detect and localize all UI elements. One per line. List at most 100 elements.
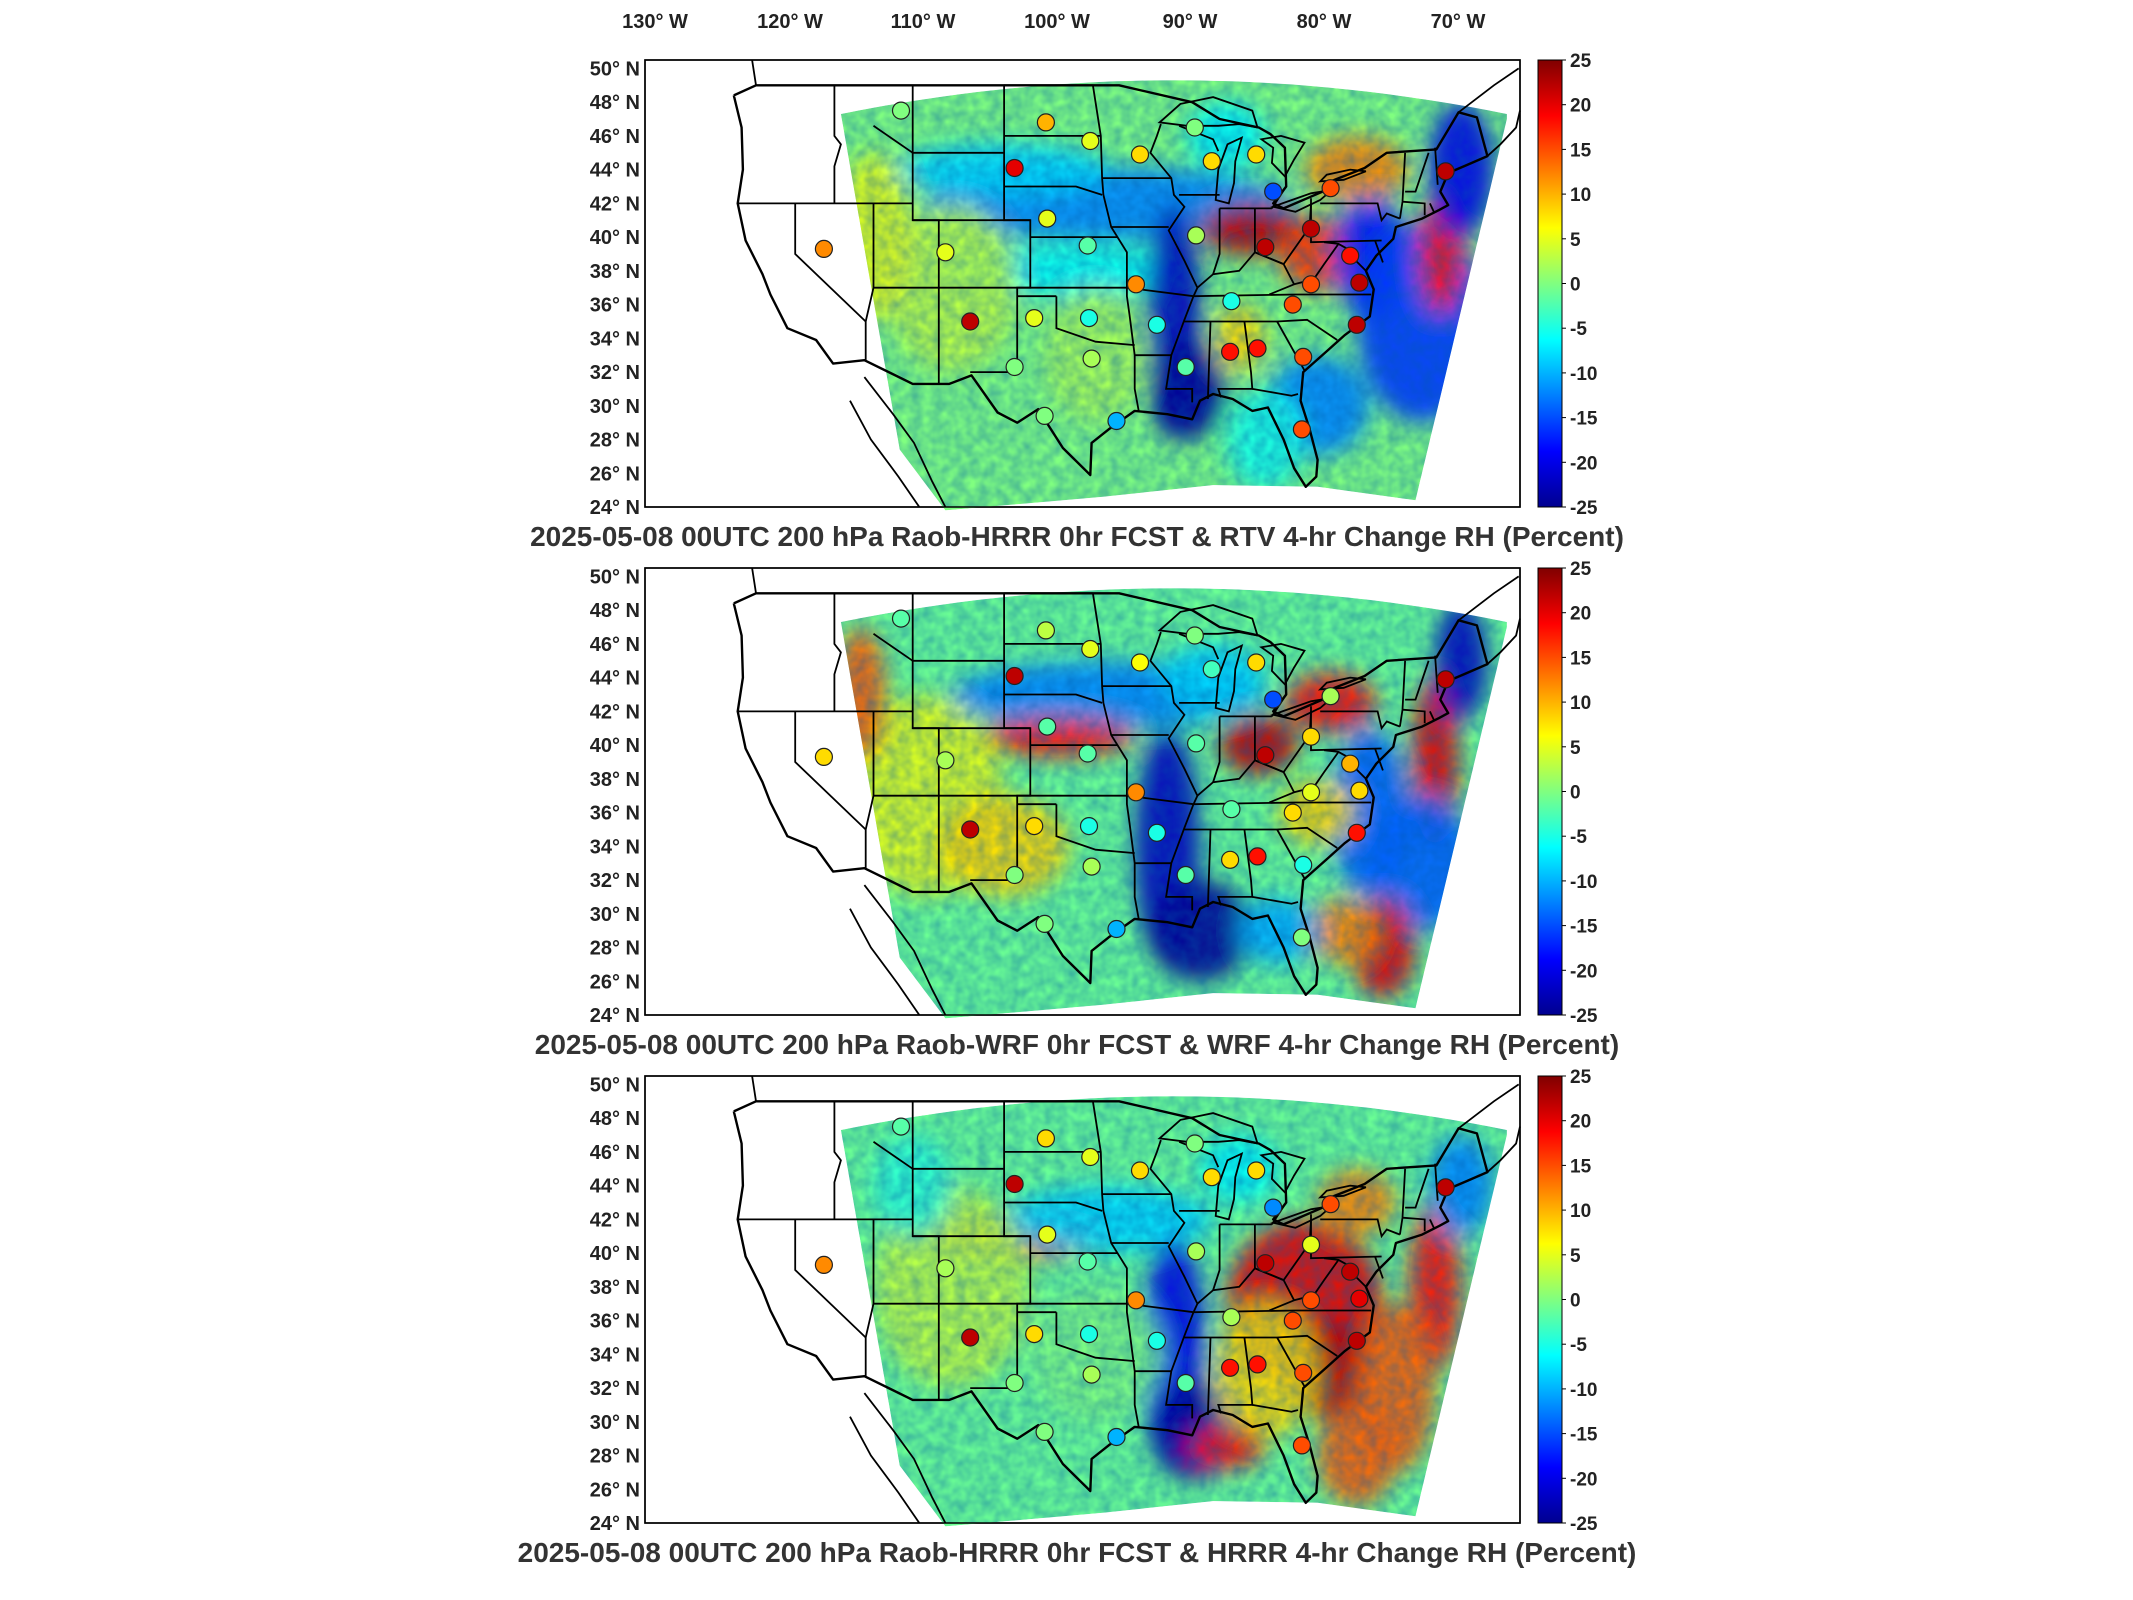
lat-label: 46° N (590, 1142, 640, 1164)
mexico-coastline (863, 1392, 947, 1524)
colorbar-tick-label: 15 (1570, 648, 1592, 669)
great-lake-outline (1317, 168, 1367, 183)
raob-station (1082, 1365, 1101, 1384)
lon-label: 100° W (1024, 11, 1090, 33)
state-line (1149, 1139, 1199, 1419)
raob-station (1036, 621, 1056, 640)
state-line (1055, 804, 1135, 854)
map-panel-3: 50° N 48° N 46° N 44° N 42° N 40° N 38° N 36° N… (518, 1067, 1637, 1568)
canada-coastline (1458, 575, 1520, 622)
colorbar-tick-label: 15 (1570, 1156, 1592, 1177)
lat-label: 34° N (590, 1344, 640, 1366)
lat-label: 42° N (590, 1209, 640, 1231)
raob-station (1038, 717, 1057, 736)
lat-label: 48° N (590, 600, 640, 622)
raob-station (1107, 411, 1126, 431)
state-line (1092, 1101, 1140, 1428)
raob-station (1341, 754, 1360, 773)
colorbar-tick-label: -20 (1570, 961, 1597, 982)
lat-label: 40° N (590, 735, 640, 757)
state-line (833, 85, 842, 204)
colorbar-tick-label: 25 (1570, 1067, 1592, 1088)
colorbar: 25 20 15 10 5 0 -5 -10 -15 -20 -25 (1537, 51, 1598, 519)
raob-station (1292, 1436, 1312, 1455)
lat-label: 44° N (590, 668, 640, 690)
raob-station (1436, 670, 1455, 689)
colorbar-tick-label: 25 (1570, 559, 1592, 580)
raob-station (1248, 847, 1267, 866)
state-line (1252, 388, 1299, 397)
state-line (970, 660, 1032, 881)
state-line (970, 152, 1032, 374)
colorbar-tick-label: -10 (1570, 364, 1597, 385)
raob-station (814, 747, 834, 767)
raob-station (1185, 118, 1204, 137)
state-line (1212, 1224, 1221, 1291)
state-line (1402, 708, 1426, 724)
raob-station (891, 1117, 911, 1136)
state-boundaries (732, 59, 1521, 508)
colorbar-tick-label: 20 (1570, 1112, 1591, 1133)
canada-coastline (1458, 1083, 1520, 1130)
state-line (1004, 185, 1103, 196)
raob-station (1185, 626, 1204, 645)
great-lake-outline (1317, 676, 1367, 691)
lat-label: 50° N (590, 566, 640, 588)
colorbar: 25 20 15 10 5 0 -5 -10 -15 -20 -25 (1537, 559, 1598, 1027)
raob-station (1130, 145, 1150, 164)
lat-label: 28° N (590, 1446, 640, 1468)
raob-station (1126, 1291, 1146, 1310)
raob-station (1126, 275, 1146, 294)
lat-label: 50° N (590, 58, 640, 80)
state-line (1207, 321, 1212, 400)
raob-station (1202, 660, 1221, 679)
colorbar-tick-label: 0 (1570, 783, 1581, 804)
raob-station (936, 751, 955, 770)
raob-station (1038, 209, 1057, 228)
longitude-labels: 130° W 120° W 110° W 100° W 90° W 80° W … (622, 11, 1485, 33)
state-line (872, 125, 1031, 222)
raob-station (1079, 1324, 1099, 1344)
latitude-labels: 50° N 48° N 46° N 44° N 42° N 40° N 38° N 36° N… (590, 1074, 640, 1535)
lat-label: 46° N (590, 126, 640, 148)
state-line (1207, 829, 1212, 908)
state-line (1092, 593, 1140, 920)
colorbar-tick-label: -5 (1570, 319, 1587, 340)
map-panel-1: 50° N 48° N 46° N 44° N 42° N 40° N 38° N 36° N… (530, 51, 1624, 552)
state-line (970, 1168, 1032, 1389)
raob-station (961, 312, 980, 331)
raob-station (1078, 1252, 1097, 1271)
raob-station (1248, 339, 1267, 358)
raob-station (1186, 734, 1206, 753)
state-line (1055, 296, 1135, 346)
raob-station (1036, 113, 1056, 132)
coastline (751, 1075, 757, 1102)
raob-station (1301, 275, 1321, 294)
raob-station (1082, 857, 1101, 876)
raob-station (936, 1259, 955, 1278)
colorbar-tick-label: -25 (1570, 498, 1598, 519)
lat-label: 38° N (590, 1277, 640, 1299)
raob-station (1078, 744, 1097, 763)
mexico-coastline (863, 884, 947, 1016)
canada-coastline (1486, 110, 1521, 157)
state-line (1374, 240, 1384, 263)
raob-station (1347, 823, 1366, 842)
raob-station (1005, 1174, 1024, 1194)
state-line (911, 1101, 1005, 1170)
lat-label: 26° N (590, 1479, 640, 1501)
colorbar-tick-label: 20 (1570, 96, 1591, 117)
state-line (912, 727, 940, 892)
state-line (872, 633, 1031, 730)
raob-station (1247, 145, 1266, 164)
colorbar-tick-label: -20 (1570, 453, 1597, 474)
state-line (1149, 123, 1199, 403)
great-lake-outline (1259, 1150, 1306, 1194)
colorbar-gradient (1537, 1075, 1563, 1524)
raob-station (1436, 1178, 1455, 1197)
state-line (1310, 706, 1382, 752)
raob-station (1147, 1331, 1167, 1350)
state-line (1405, 660, 1430, 701)
raob-station (1220, 1358, 1240, 1377)
state-line (794, 711, 867, 831)
